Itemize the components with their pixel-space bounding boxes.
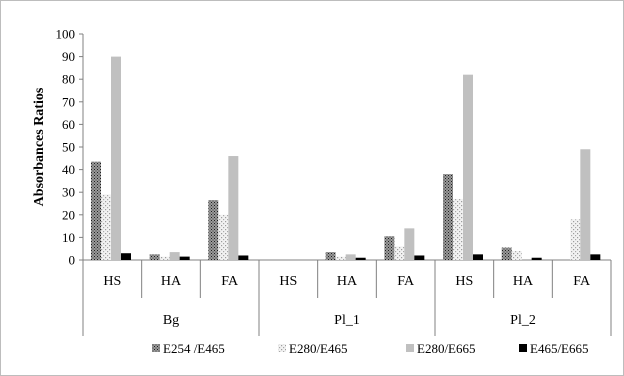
bar [443,174,453,260]
bar [179,256,190,260]
legend-label: E254 /E465 [163,341,225,356]
axis-labels: 0 10 20 30 40 50 60 70 80 90 100 HS HA FA HS HA FA HS HA FA… [32,27,591,329]
bar [325,252,336,260]
bar [414,255,425,260]
bar [159,256,170,260]
y-tick-label: 40 [62,162,75,177]
x-category-label: HS [279,274,297,289]
bar [208,200,219,260]
axes [79,33,612,336]
bar [394,246,405,260]
y-tick-label: 70 [62,94,75,109]
bars [91,56,601,261]
bar [149,254,160,260]
bar [531,257,542,260]
legend-swatch [519,344,527,352]
legend-swatch [278,344,286,352]
bar [453,198,463,260]
bar [384,236,395,260]
y-axis-title: Absorbances Ratios [32,87,47,206]
x-category-label: HA [513,274,534,289]
x-category-label: HS [455,274,473,289]
legend-label: E280/E465 [289,341,348,356]
x-category-label: FA [221,274,239,289]
bar [91,161,101,260]
bar [404,228,415,260]
bar [501,247,512,260]
bar [218,214,229,260]
bar [101,194,111,260]
y-tick-label: 90 [62,49,75,64]
y-tick-label: 100 [56,27,76,42]
bar [570,219,581,260]
bar [580,149,591,260]
bar [169,252,180,260]
bar [511,250,522,260]
bar [463,74,473,261]
bar [111,56,121,260]
y-tick-label: 60 [62,117,75,132]
x-group-label: Pl_1 [334,313,360,328]
bar [473,254,483,260]
bar [590,254,601,260]
bar [238,255,249,260]
x-category-label: HS [103,274,121,289]
x-group-label: Pl_2 [510,313,536,328]
y-tick-label: 50 [62,140,75,155]
y-tick-label: 0 [69,253,76,268]
bar [335,256,346,260]
x-group-label: Bg [163,313,179,328]
y-tick-label: 10 [62,230,75,245]
legend-label: E280/E665 [417,341,476,356]
x-category-label: HA [337,274,358,289]
y-tick-label: 30 [62,185,75,200]
bar [345,254,356,260]
x-category-label: HA [161,274,182,289]
y-tick-label: 20 [62,207,75,222]
legend-swatch [152,344,160,352]
x-category-label: FA [573,274,591,289]
y-tick-label: 80 [62,72,75,87]
legend-label: E465/E665 [530,341,589,356]
legend-swatch [406,344,414,352]
bar [228,156,239,260]
legend: E254 /E465 E280/E465 E280/E665 E465/E665 [152,341,589,356]
bar [121,253,131,260]
x-category-label: FA [397,274,415,289]
bar [355,257,366,260]
